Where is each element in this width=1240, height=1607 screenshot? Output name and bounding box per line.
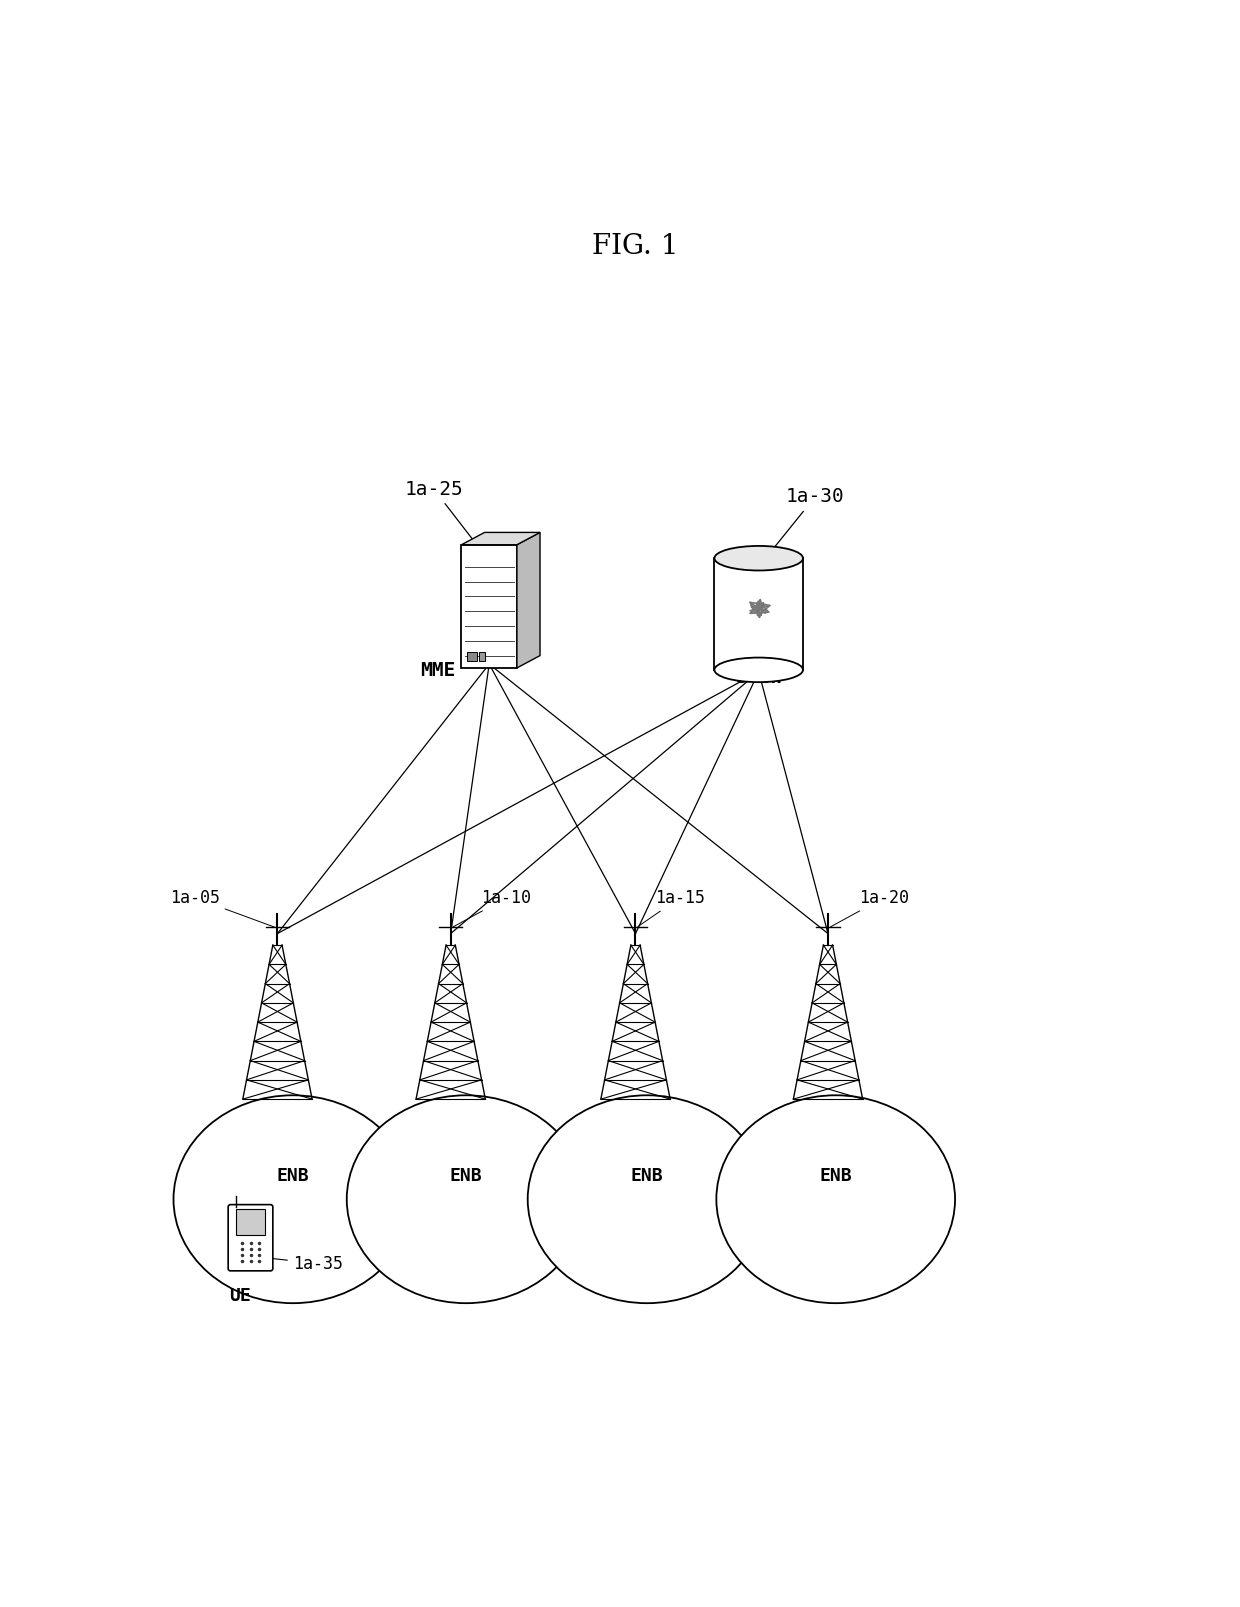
Ellipse shape (714, 546, 804, 570)
Text: 1a-10: 1a-10 (453, 889, 532, 927)
Text: ENB: ENB (631, 1167, 663, 1184)
Text: 1a-20: 1a-20 (831, 889, 909, 927)
Text: MME: MME (420, 660, 455, 680)
Text: FIG. 1: FIG. 1 (593, 233, 678, 260)
Ellipse shape (528, 1096, 766, 1303)
Bar (714, 558, 804, 670)
Text: UE: UE (229, 1287, 250, 1305)
FancyBboxPatch shape (228, 1205, 273, 1271)
Bar (479, 652, 485, 660)
Ellipse shape (717, 1096, 955, 1303)
Text: 1a-30: 1a-30 (773, 487, 844, 550)
Text: ENB: ENB (450, 1167, 482, 1184)
Text: 1a-35: 1a-35 (260, 1255, 342, 1273)
Text: 1a-05: 1a-05 (170, 889, 275, 927)
Ellipse shape (347, 1096, 585, 1303)
Polygon shape (517, 532, 541, 669)
Polygon shape (461, 532, 541, 545)
Bar (461, 545, 517, 669)
Bar (467, 652, 477, 660)
Text: 1a-25: 1a-25 (404, 479, 472, 538)
Ellipse shape (174, 1096, 412, 1303)
Text: 1a-15: 1a-15 (637, 889, 704, 927)
Ellipse shape (714, 657, 804, 681)
Bar (236, 1208, 265, 1234)
Text: ENB: ENB (820, 1167, 852, 1184)
Text: S-GW: S-GW (735, 669, 782, 688)
Text: ENB: ENB (277, 1167, 309, 1184)
